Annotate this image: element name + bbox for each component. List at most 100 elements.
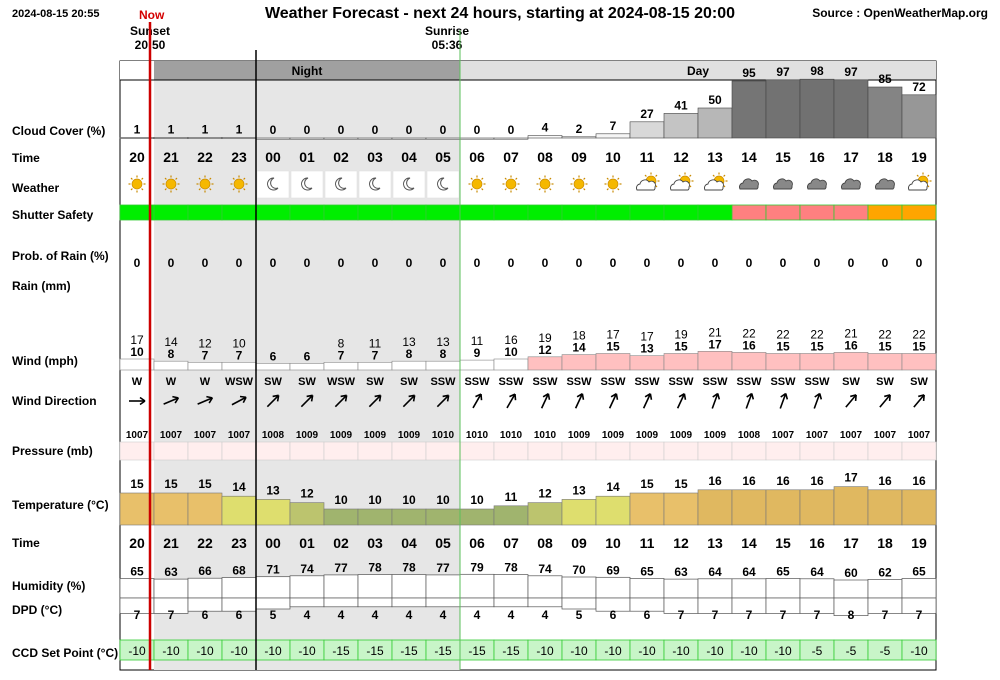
humidity-bar [357, 574, 393, 599]
ccd-set-point-value: -10 [128, 644, 146, 658]
sun-ray [723, 174, 726, 177]
temperature-bar [561, 499, 597, 526]
sun-ray [164, 188, 167, 191]
time-label-2: 22 [197, 535, 213, 551]
wind-gust-value: 12 [198, 336, 212, 350]
row-label-ccd-set-point: CCD Set Point (°C) [12, 646, 119, 660]
humidity-value: 63 [164, 565, 178, 579]
temperature-bar [425, 508, 461, 526]
pressure-value: 1007 [806, 430, 829, 441]
rain-probability-value: 0 [848, 256, 855, 270]
wind-arrow-head [542, 393, 551, 400]
weather-cell [358, 170, 392, 199]
shutter-safety-cell [289, 204, 325, 221]
time-label: 21 [163, 149, 179, 165]
temperature-bar [255, 499, 291, 526]
shutter-safety-cell [527, 204, 563, 221]
time-label: 15 [775, 149, 791, 165]
rain-probability-value: 0 [882, 256, 889, 270]
sun-ray [916, 174, 919, 177]
pressure-value: 1007 [228, 430, 251, 441]
wind-bar [527, 356, 563, 371]
wind-arrow-head [442, 394, 450, 402]
wind-arrow [845, 394, 857, 408]
shutter-safety-cell [901, 204, 937, 221]
sun-ray [198, 177, 201, 180]
wind-arrow [231, 396, 247, 406]
sun-icon [471, 178, 483, 190]
temperature-value: 15 [198, 477, 212, 491]
humidity-value: 79 [470, 560, 484, 574]
shutter-safety-cell [697, 204, 733, 221]
cloud-icon [739, 178, 759, 190]
wind-bar [425, 360, 461, 371]
wind-direction-label: SW [264, 376, 282, 388]
cloud-bar [629, 121, 665, 139]
wind-direction-label: SSW [430, 376, 456, 388]
dpd-value: 6 [644, 608, 651, 622]
pressure-cell [323, 441, 359, 461]
time-label-2: 08 [537, 535, 553, 551]
humidity-bar [629, 578, 665, 599]
wind-direction-label: SSW [702, 376, 728, 388]
cloud-bar [833, 79, 869, 139]
wind-bar [561, 354, 597, 371]
time-label-2: 04 [401, 535, 417, 551]
pressure-cell [187, 441, 223, 461]
time-label: 17 [843, 149, 859, 165]
wind-arrow [913, 394, 925, 408]
wind-arrow [711, 393, 719, 409]
ccd-set-point-value: -10 [536, 644, 554, 658]
wind-gust-value: 19 [674, 328, 688, 342]
wind-direction-label: WSW [225, 376, 254, 388]
dpd-value: 7 [780, 608, 787, 622]
time-label-2: 01 [299, 535, 315, 551]
time-label: 11 [640, 149, 655, 165]
time-label-2: 16 [809, 535, 825, 551]
sun-ray [209, 177, 212, 180]
dpd-value: 7 [678, 608, 685, 622]
humidity-bar [867, 579, 903, 599]
cloud-value: 97 [844, 65, 858, 79]
row-label-time: Time [12, 151, 40, 165]
dpd-value: 8 [848, 608, 855, 622]
shutter-safety-cell [765, 204, 801, 221]
sun-ray [175, 177, 178, 180]
wind-speed-value: 7 [202, 348, 209, 362]
wind-arrow [163, 397, 179, 405]
wind-gust-value: 16 [504, 333, 518, 347]
wind-gust-value: 14 [164, 335, 178, 349]
weather-cell [324, 170, 358, 199]
wind-bar [867, 353, 903, 371]
shutter-safety-cell [629, 204, 665, 221]
wind-arrow-head [139, 396, 146, 406]
cloud-value: 0 [270, 123, 277, 137]
wind-speed-value: 7 [372, 348, 379, 362]
wind-speed-value: 7 [338, 348, 345, 362]
wind-arrow-head [746, 392, 755, 400]
wind-speed-value: 15 [810, 340, 824, 354]
wind-speed-value: 9 [474, 346, 481, 360]
sun-ray [583, 188, 586, 191]
ccd-set-point-value: -10 [740, 644, 758, 658]
cloud-value: 50 [708, 93, 722, 107]
sun-ray [470, 188, 473, 191]
pressure-cell [867, 441, 903, 461]
wind-arrow-head [272, 394, 280, 402]
wind-direction-label: W [200, 376, 211, 388]
shutter-safety-cell [867, 204, 903, 221]
time-label: 00 [265, 149, 281, 165]
wind-arrow-head [884, 394, 891, 402]
sun-ray [504, 188, 507, 191]
time-label: 03 [367, 149, 383, 165]
wind-bar [459, 359, 495, 371]
ccd-set-point-value: -15 [332, 644, 350, 658]
wind-bar [153, 360, 189, 371]
dpd-value: 7 [168, 608, 175, 622]
temperature-bar [629, 492, 665, 526]
wind-arrow-head [239, 395, 247, 404]
sun-ray [130, 188, 133, 191]
humidity-value: 65 [640, 565, 654, 579]
ccd-set-point-value: -15 [502, 644, 520, 658]
temperature-value: 16 [708, 474, 722, 488]
